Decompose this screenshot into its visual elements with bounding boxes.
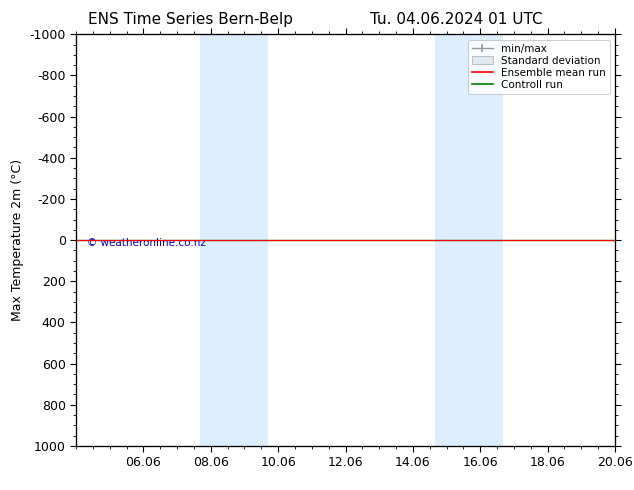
- Legend: min/max, Standard deviation, Ensemble mean run, Controll run: min/max, Standard deviation, Ensemble me…: [467, 40, 610, 94]
- Bar: [228, 34, 268, 446]
- Y-axis label: Max Temperature 2m (°C): Max Temperature 2m (°C): [11, 159, 23, 321]
- Text: ENS Time Series Bern-Belp: ENS Time Series Bern-Belp: [87, 12, 293, 27]
- Bar: [436, 34, 463, 446]
- Text: © weatheronline.co.nz: © weatheronline.co.nz: [87, 238, 205, 248]
- Bar: [200, 34, 228, 446]
- Text: Tu. 04.06.2024 01 UTC: Tu. 04.06.2024 01 UTC: [370, 12, 543, 27]
- Bar: [463, 34, 503, 446]
